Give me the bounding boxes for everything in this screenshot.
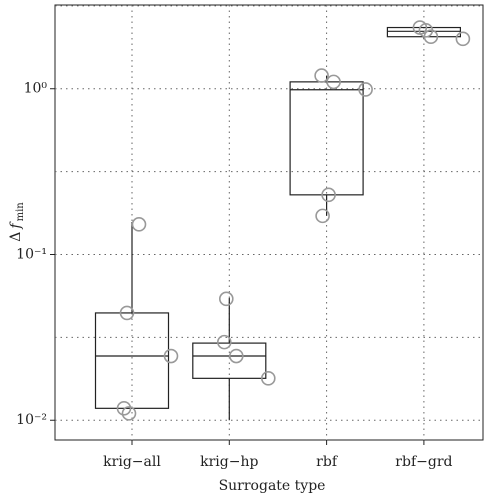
data-point <box>229 348 244 364</box>
data-point <box>326 74 341 90</box>
y-label-variable: f <box>8 221 24 230</box>
data-point <box>260 371 276 386</box>
data-point <box>131 217 147 232</box>
data-point <box>163 348 179 364</box>
data-point <box>217 334 232 350</box>
data-point <box>412 20 428 35</box>
x-tick-label: krig−all <box>103 454 161 470</box>
x-tick-label: rbf <box>316 454 339 470</box>
y-tick-label: 10⁰ <box>24 81 48 97</box>
y-tick-label: 10⁻² <box>16 412 47 428</box>
data-point <box>119 305 135 321</box>
data-point <box>321 187 336 203</box>
x-axis-label: Surrogate type <box>219 478 326 494</box>
y-tick-label: 10⁻¹ <box>16 246 47 262</box>
y-axis-label: Δfmin <box>8 202 26 242</box>
y-label-subscript: min <box>15 202 26 222</box>
box-body <box>192 342 267 379</box>
data-point <box>358 82 373 97</box>
y-label-symbol: Δ <box>8 232 24 242</box>
data-point <box>116 401 132 416</box>
data-point <box>121 406 137 421</box>
plot-frame <box>54 4 484 441</box>
data-point <box>314 68 329 83</box>
data-point <box>315 208 330 224</box>
x-tick-label: rbf−grd <box>395 454 452 470</box>
x-tick-label: krig−hp <box>200 454 258 470</box>
data-point <box>219 291 234 307</box>
data-point <box>455 31 471 47</box>
box-body <box>94 312 170 409</box>
